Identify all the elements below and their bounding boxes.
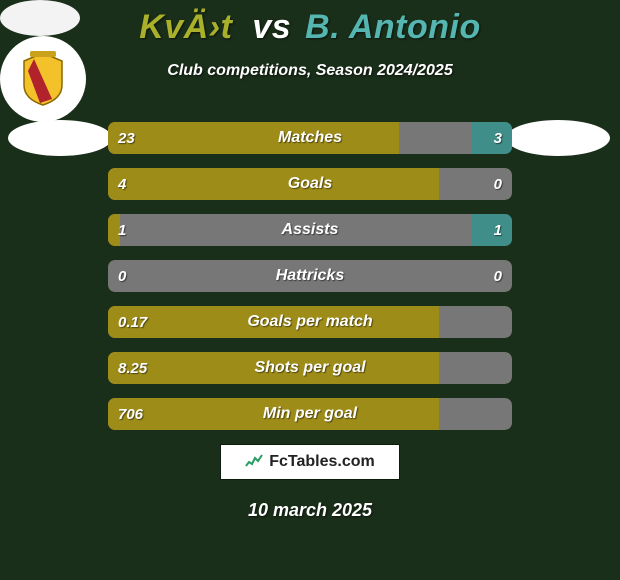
player1-badge-small <box>8 120 112 156</box>
stat-value-left: 8.25 <box>108 352 157 384</box>
stat-value-right: 3 <box>484 122 512 154</box>
stat-row-gpm: Goals per match0.17 <box>108 306 512 338</box>
title-vs: vs <box>252 8 291 46</box>
title-player1: KvÄ›t <box>139 8 232 46</box>
site-logo-text: FcTables.com <box>269 453 375 471</box>
stat-value-left: 0.17 <box>108 306 157 338</box>
stat-value-right: 1 <box>484 214 512 246</box>
stat-label: Min per goal <box>108 398 512 430</box>
subtitle: Club competitions, Season 2024/2025 <box>0 62 620 80</box>
stat-label: Goals per match <box>108 306 512 338</box>
stat-row-goals: Goals4 0 <box>108 168 512 200</box>
stat-label: Goals <box>108 168 512 200</box>
title-player2: B. Antonio <box>305 8 481 46</box>
stat-bars: Matches233Goals40Assists11Hattricks00Goa… <box>108 122 512 444</box>
stat-label: Shots per goal <box>108 352 512 384</box>
stat-value-left: 0 <box>108 260 136 292</box>
mechelen-crest-icon <box>20 51 66 107</box>
stat-row-spg: Shots per goal8.25 <box>108 352 512 384</box>
stat-value-left: 1 <box>108 214 136 246</box>
stat-value-left: 23 <box>108 122 145 154</box>
stat-label: Hattricks <box>108 260 512 292</box>
comparison-infographic: KvÄ›t vs B. Antonio Club competitions, S… <box>0 0 620 580</box>
stat-value-right: 0 <box>484 260 512 292</box>
footer-date: 10 march 2025 <box>0 500 620 521</box>
stat-value-right: 0 <box>484 168 512 200</box>
stat-label: Matches <box>108 122 512 154</box>
stat-row-matches: Matches23 3 <box>108 122 512 154</box>
stat-label: Assists <box>108 214 512 246</box>
site-logo: FcTables.com <box>220 444 400 480</box>
stat-value-left: 4 <box>108 168 136 200</box>
page-title: KvÄ›t vs B. Antonio <box>0 8 620 47</box>
stat-row-assists: Assists1 1 <box>108 214 512 246</box>
stat-row-mpg: Min per goal706 <box>108 398 512 430</box>
spark-icon <box>245 454 263 471</box>
stat-row-hattricks: Hattricks0 0 <box>108 260 512 292</box>
stat-value-left: 706 <box>108 398 153 430</box>
player2-badge-small <box>506 120 610 156</box>
